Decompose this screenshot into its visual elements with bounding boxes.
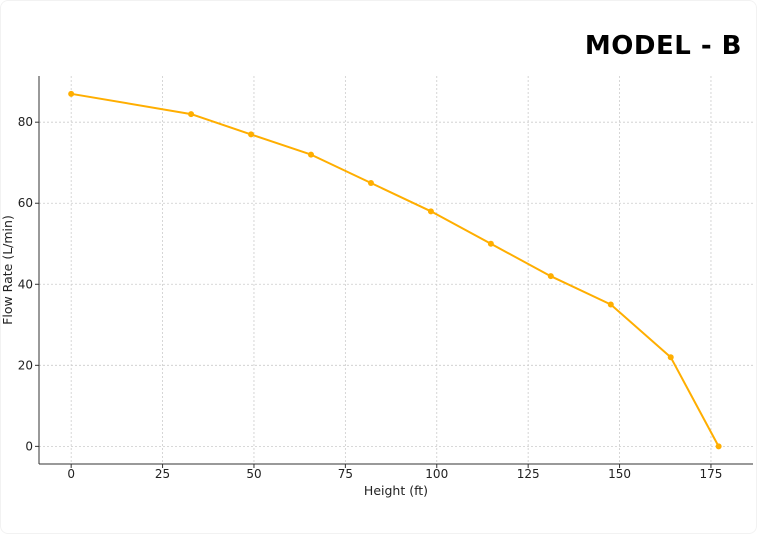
data-point	[607, 301, 614, 308]
y-tick-label: 0	[25, 439, 33, 453]
data-point	[308, 151, 314, 158]
x-axis-label: Height (ft)	[364, 483, 428, 498]
chart-axes	[35, 76, 753, 468]
grid-lines	[39, 76, 753, 464]
y-tick-label: 60	[18, 196, 33, 210]
x-tick-label: 25	[155, 467, 170, 481]
model-title: MODEL - B	[584, 31, 742, 61]
x-tick-label: 125	[517, 467, 540, 481]
y-tick-label: 20	[18, 358, 33, 372]
data-series	[68, 90, 722, 450]
data-point	[248, 131, 255, 138]
x-tick-label: 75	[338, 467, 353, 481]
data-point	[667, 354, 674, 361]
x-tick-label: 150	[608, 467, 631, 481]
x-tick-label: 100	[425, 467, 448, 481]
data-point	[547, 273, 554, 280]
y-tick-label: 40	[18, 277, 33, 291]
data-point	[188, 111, 195, 118]
data-point	[68, 90, 75, 97]
x-tick-label: 50	[246, 467, 261, 481]
series-line	[71, 92, 720, 447]
y-axis-label: Flow Rate (L/min)	[0, 215, 15, 325]
x-tick-label: 0	[67, 467, 75, 481]
data-point	[487, 240, 494, 247]
data-point	[715, 443, 722, 450]
data-point	[367, 179, 374, 186]
x-tick-label: 175	[700, 467, 723, 481]
data-point	[427, 208, 434, 215]
y-tick-label: 80	[18, 115, 33, 129]
tick-labels: 0 25 50 75 100 125 150 175 0 20 40 60 80	[18, 115, 723, 481]
